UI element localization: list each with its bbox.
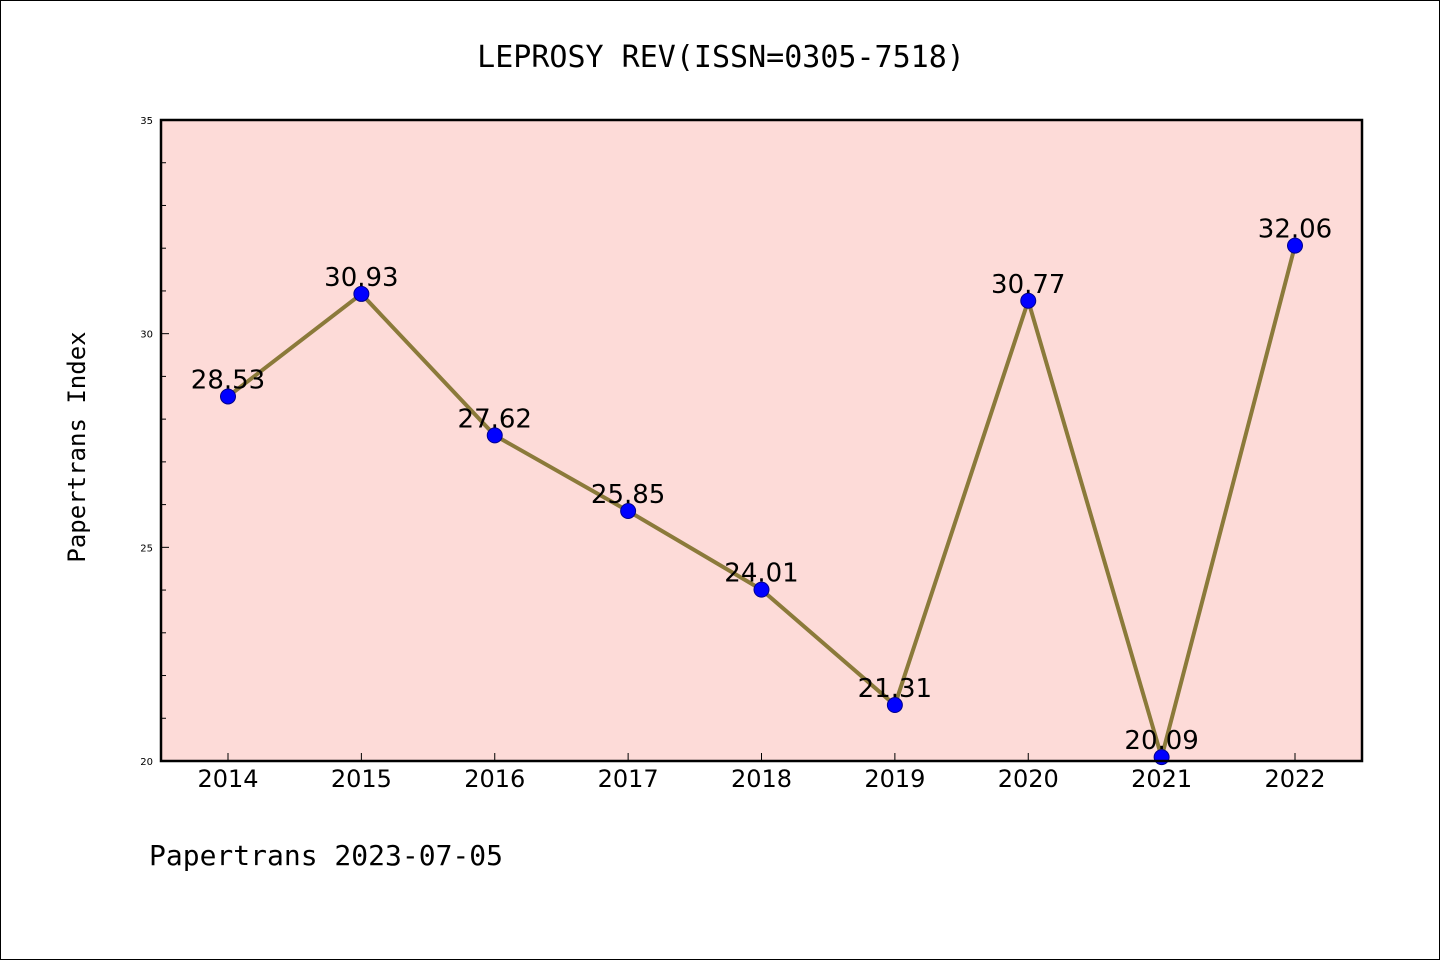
x-tick-label: 2019	[864, 765, 925, 793]
x-tick-label: 2016	[464, 765, 525, 793]
data-label: 28.53	[191, 365, 265, 395]
x-tick-label: 2017	[598, 765, 659, 793]
data-point	[353, 285, 370, 302]
x-tick-label: 2020	[998, 765, 1059, 793]
data-point	[753, 581, 770, 598]
y-tick-label: 25	[140, 543, 153, 554]
data-label: 20.09	[1124, 726, 1198, 756]
data-label: 27.62	[458, 404, 532, 434]
plot-area	[161, 120, 1362, 761]
x-tick-label: 2022	[1264, 765, 1325, 793]
footer-text: Papertrans 2023-07-05	[149, 839, 503, 872]
data-label: 25.85	[591, 480, 665, 510]
data-point	[220, 388, 236, 405]
plot-border	[159, 118, 1364, 763]
x-tick-label: 2014	[197, 765, 258, 793]
x-tick-label: 2015	[331, 765, 392, 793]
data-label: 30.93	[324, 263, 398, 293]
data-label: 24.01	[724, 559, 798, 589]
x-tick-label: 2018	[731, 765, 792, 793]
data-label: 32.06	[1258, 215, 1332, 245]
data-point	[886, 697, 903, 714]
y-tick-label: 20	[140, 757, 153, 768]
data-point	[1287, 237, 1303, 254]
data-point	[1020, 292, 1037, 309]
data-point	[620, 503, 637, 520]
data-point	[486, 427, 503, 444]
data-label: 21.31	[858, 674, 932, 704]
data-labels: 28.53 30.93 27.62 25.85 24.01 21.31 30.77 20.09…	[191, 215, 1332, 757]
y-axis-label: Papertrans Index	[63, 331, 91, 562]
data-label: 30.77	[991, 270, 1065, 300]
x-tick-label: 2021	[1131, 765, 1192, 793]
x-axis-ticks: 2014 2015 2016 2017 2018 2019 2020 2021 2022	[197, 753, 1326, 793]
chart-title: LEPROSY REV(ISSN=0305-7518)	[477, 40, 965, 75]
y-tick-label: 30	[140, 330, 153, 341]
y-tick-label: 35	[140, 116, 153, 127]
